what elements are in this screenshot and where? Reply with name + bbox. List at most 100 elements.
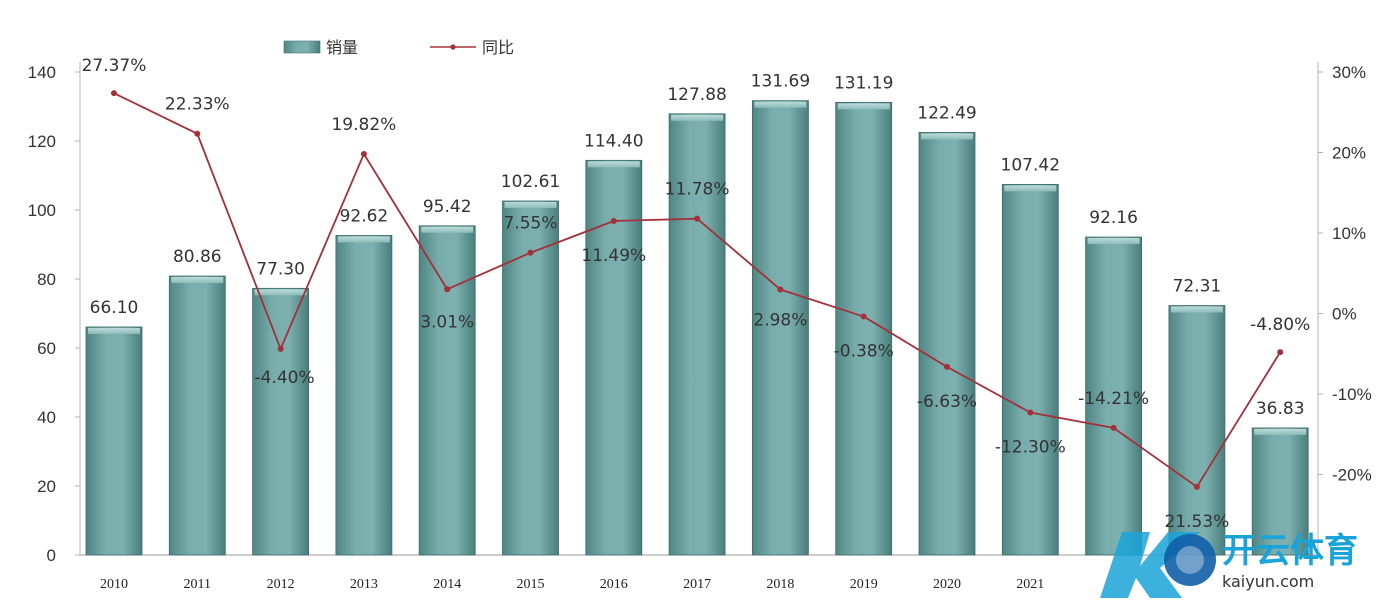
yoy-point bbox=[694, 215, 701, 222]
yoy-point bbox=[1277, 349, 1284, 356]
bar-top-bevel bbox=[837, 103, 890, 110]
bar bbox=[1251, 427, 1309, 556]
bar-top-bevel bbox=[1254, 428, 1307, 435]
bar bbox=[1168, 305, 1226, 556]
x-tick-label: 2014 bbox=[433, 577, 461, 592]
bar-top-bevel bbox=[1170, 306, 1223, 313]
bar-top-bevel bbox=[88, 327, 140, 334]
watermark-ball-highlight bbox=[1176, 546, 1204, 574]
bar bbox=[168, 275, 226, 556]
bar-top-bevel bbox=[504, 201, 557, 208]
bar-value-label: 95.42 bbox=[423, 197, 472, 217]
bar-value-label: 114.40 bbox=[584, 131, 643, 151]
bar-value-label: 131.19 bbox=[834, 73, 893, 93]
bar-value-label: 66.10 bbox=[90, 298, 139, 318]
bar-value-label: 107.42 bbox=[1001, 155, 1060, 175]
yoy-value-label: 2.98% bbox=[753, 311, 807, 331]
bar-top-bevel bbox=[754, 101, 807, 108]
yoy-line-group bbox=[111, 90, 1284, 490]
yoy-value-label: 27.37% bbox=[82, 56, 147, 76]
y-right-tick-label: -10% bbox=[1332, 385, 1372, 404]
yoy-point bbox=[1027, 409, 1034, 416]
bar bbox=[585, 159, 643, 556]
y-left-tick-label: 140 bbox=[28, 63, 56, 82]
y-left-tick-label: 80 bbox=[37, 270, 56, 289]
yoy-point bbox=[944, 363, 950, 370]
yoy-value-label: -4.40% bbox=[255, 368, 315, 388]
x-tick-label: 2010 bbox=[100, 577, 128, 592]
x-tick-label: 2021 bbox=[1016, 577, 1044, 592]
yoy-value-label: -0.38% bbox=[834, 342, 894, 362]
bar-top-bevel bbox=[337, 236, 390, 243]
y-left-tick-label: 20 bbox=[37, 477, 56, 496]
legend-line-marker bbox=[450, 44, 456, 50]
bars-group bbox=[85, 100, 1309, 556]
bar-value-label: 80.86 bbox=[173, 247, 222, 267]
x-tick-label: 2019 bbox=[850, 577, 878, 592]
y-left-tick-label: 100 bbox=[28, 201, 56, 220]
x-tick-label: 2013 bbox=[350, 577, 378, 592]
bar-value-label: 77.30 bbox=[256, 259, 305, 279]
y-left-tick-label: 40 bbox=[37, 408, 56, 427]
x-tick-label: 2017 bbox=[683, 577, 711, 592]
yoy-point bbox=[194, 130, 201, 137]
bar bbox=[668, 113, 726, 556]
y-right-tick-label: -20% bbox=[1332, 466, 1372, 485]
yoy-value-label: -14.21% bbox=[1078, 389, 1149, 409]
bar-value-label: 131.69 bbox=[751, 72, 810, 92]
x-tick-label: 2011 bbox=[184, 577, 211, 592]
bar bbox=[418, 225, 476, 556]
legend-bar-label: 销量 bbox=[326, 38, 358, 57]
legend-line-label: 同比 bbox=[482, 38, 514, 57]
bar bbox=[752, 100, 809, 556]
watermark-ball-icon bbox=[1164, 534, 1216, 586]
x-tick-label: 2020 bbox=[933, 577, 961, 592]
bar bbox=[335, 235, 393, 556]
y-left-tick-label: 60 bbox=[37, 339, 56, 358]
yoy-value-label: 22.33% bbox=[165, 95, 230, 115]
bar-value-label: 36.83 bbox=[1256, 399, 1305, 419]
bar-top-bevel bbox=[671, 114, 724, 121]
bar-value-label: 92.16 bbox=[1089, 208, 1138, 228]
yoy-point bbox=[527, 249, 534, 256]
x-tick-label: 2015 bbox=[517, 577, 545, 592]
yoy-point bbox=[111, 90, 117, 97]
watermark-brand-text: 开云体育 bbox=[1222, 531, 1358, 571]
bar-value-label: 102.61 bbox=[501, 172, 560, 192]
bar bbox=[1085, 236, 1142, 556]
bar-top-bevel bbox=[254, 289, 307, 296]
yoy-value-label: 21.53% bbox=[1164, 512, 1229, 532]
x-tick-label: 2016 bbox=[600, 577, 628, 592]
y-left-tick-label: 120 bbox=[28, 132, 56, 151]
axes-group: 0 20 40 60 80 100 120 140 30% 20% 10% 0% -10% -20% 201… bbox=[28, 62, 1372, 592]
x-tick-label: 2018 bbox=[766, 577, 794, 592]
data-labels-group: 66.10 80.86 77.30 92.62 95.42 102.61 114.40 127… bbox=[82, 56, 1311, 532]
yoy-value-label: -12.30% bbox=[995, 438, 1066, 458]
bar bbox=[918, 132, 976, 556]
yoy-point bbox=[444, 286, 451, 293]
yoy-value-label: 7.55% bbox=[503, 214, 557, 234]
yoy-value-label: 19.82% bbox=[331, 115, 396, 135]
yoy-point bbox=[277, 345, 284, 352]
bar-value-label: 72.31 bbox=[1173, 277, 1222, 297]
y-right-tick-label: 30% bbox=[1332, 63, 1366, 82]
yoy-value-label: -4.80% bbox=[1250, 315, 1310, 335]
legend-bar-swatch bbox=[283, 40, 321, 54]
bar bbox=[85, 326, 143, 556]
yoy-point bbox=[1193, 483, 1200, 490]
yoy-point bbox=[777, 286, 784, 293]
legend: 销量 同比 bbox=[283, 38, 514, 57]
yoy-point bbox=[1110, 424, 1117, 431]
y-right-tick-label: 0% bbox=[1332, 305, 1357, 324]
bar-top-bevel bbox=[421, 226, 474, 233]
x-tick-label: 2012 bbox=[267, 577, 295, 592]
bar-top-bevel bbox=[171, 277, 224, 284]
bar-value-label: 127.88 bbox=[667, 85, 726, 105]
bar-top-bevel bbox=[1004, 185, 1057, 192]
bar bbox=[252, 287, 310, 556]
yoy-value-label: 11.78% bbox=[665, 180, 730, 200]
bar-top-bevel bbox=[921, 133, 973, 140]
bar-value-label: 92.62 bbox=[340, 206, 389, 226]
